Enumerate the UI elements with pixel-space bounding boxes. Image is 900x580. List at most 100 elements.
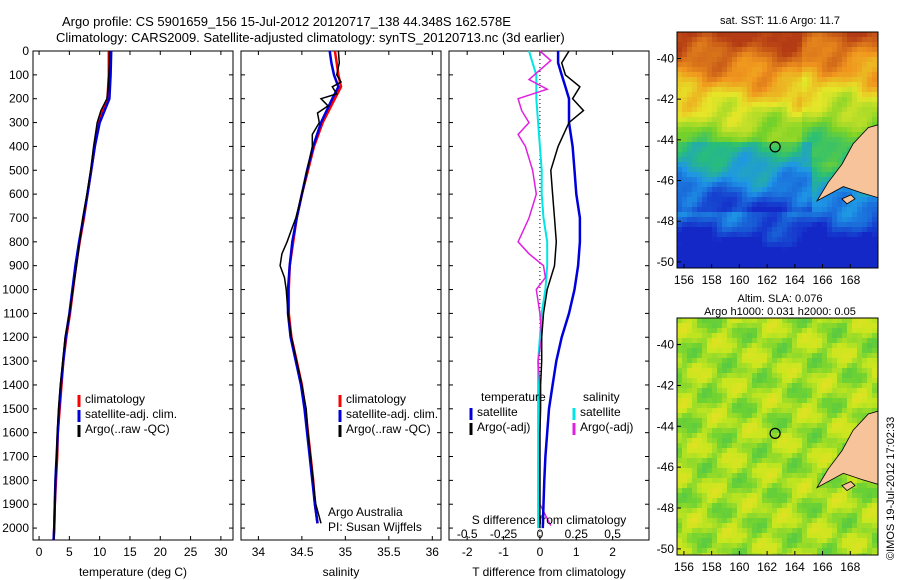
map-cell [757, 518, 763, 524]
map-cell [797, 458, 803, 464]
map-cell [862, 122, 868, 128]
map-cell [712, 423, 718, 429]
map-cell [712, 202, 718, 208]
map-cell [712, 448, 718, 454]
map-cell [677, 72, 683, 78]
x-axis-label: temperature (deg C) [79, 565, 187, 579]
map-cell [812, 493, 818, 499]
map-cell [787, 553, 793, 555]
map-cell [802, 333, 808, 339]
map-cell [722, 483, 728, 489]
map-cell [732, 237, 738, 243]
map-cell [822, 177, 828, 183]
map-cell [822, 42, 828, 48]
map-cell [772, 167, 778, 173]
map-cell [692, 553, 698, 555]
map-cell [792, 87, 798, 93]
map-cell [777, 553, 783, 555]
map-cell [742, 102, 748, 108]
map-cell [847, 257, 853, 263]
map-cell [707, 132, 713, 138]
map-cell [827, 112, 833, 118]
map-cell [742, 122, 748, 128]
map-cell [862, 262, 868, 268]
map-cell [847, 187, 853, 193]
map-cell [747, 458, 753, 464]
map-cell [712, 498, 718, 504]
map-cell [837, 147, 843, 153]
map-cell [782, 523, 788, 529]
map-cell [792, 348, 798, 354]
map-cell [872, 368, 878, 374]
map-cell [707, 207, 713, 213]
map-cell [852, 212, 858, 218]
map-cell [762, 222, 768, 228]
map-cell [847, 217, 853, 223]
map-cell [792, 117, 798, 123]
map-cell [792, 157, 798, 163]
map-cell [772, 418, 778, 424]
map-cell [747, 82, 753, 88]
map-cell [847, 57, 853, 63]
map-cell [797, 413, 803, 419]
map-cell [682, 202, 688, 208]
map-cell [822, 498, 828, 504]
map-cell [707, 247, 713, 253]
map-cell [812, 67, 818, 73]
map-cell [772, 222, 778, 228]
map-cell [867, 548, 873, 554]
map-cell [817, 403, 823, 409]
map-cell [677, 207, 683, 213]
map-cell [832, 262, 838, 268]
map-cell [772, 393, 778, 399]
map-cell [867, 102, 873, 108]
map-cell [712, 222, 718, 228]
map-cell [792, 52, 798, 58]
map-cell [772, 132, 778, 138]
map-cell [752, 67, 758, 73]
map-cell [777, 383, 783, 389]
map-cell [692, 147, 698, 153]
map-cell [797, 102, 803, 108]
map-cell [822, 107, 828, 113]
map-cell [797, 423, 803, 429]
map-cell [727, 262, 733, 268]
map-cell [837, 222, 843, 228]
map-cell [832, 112, 838, 118]
map-cell [687, 423, 693, 429]
map-cell [867, 553, 873, 555]
map-cell [737, 523, 743, 529]
map-cell [742, 52, 748, 58]
map-cell [827, 518, 833, 524]
map-cell [722, 262, 728, 268]
map-cell [827, 92, 833, 98]
map-cell [692, 373, 698, 379]
map-cell [767, 32, 773, 38]
map-cell [747, 403, 753, 409]
map-cell [697, 418, 703, 424]
map-cell [762, 37, 768, 43]
map-cell [692, 172, 698, 178]
map-cell [747, 338, 753, 344]
map-cell [792, 47, 798, 53]
map-cell [682, 247, 688, 253]
map-cell [727, 348, 733, 354]
map-cell [737, 458, 743, 464]
map-cell [817, 97, 823, 103]
map-cell [737, 97, 743, 103]
map-cell [787, 147, 793, 153]
map-cell [697, 47, 703, 53]
map-cell [802, 177, 808, 183]
map-cell [697, 122, 703, 128]
x-tick-label: 0 [36, 545, 43, 559]
map-cell [747, 157, 753, 163]
map-cell [847, 117, 853, 123]
map-cell [822, 493, 828, 499]
map-cell [817, 358, 823, 364]
figure-title-line2: Climatology: CARS2009. Satellite-adjuste… [56, 30, 565, 45]
map-cell [817, 102, 823, 108]
map-cell [742, 112, 748, 118]
map-cell [852, 132, 858, 138]
map-cell [862, 483, 868, 489]
map-cell [852, 328, 858, 334]
